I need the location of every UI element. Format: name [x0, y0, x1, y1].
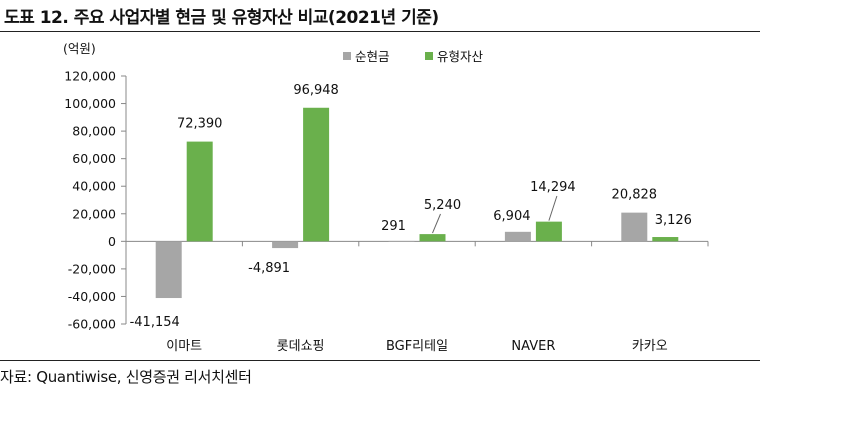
bar-tangible-assets — [652, 237, 679, 242]
y-tick-label: 80,000 — [72, 124, 116, 139]
legend-label: 순현금 — [355, 49, 390, 64]
bars — [155, 107, 679, 299]
title-underline — [0, 31, 760, 32]
category-label: 롯데쇼핑 — [277, 339, 325, 354]
y-tick-label: 20,000 — [72, 206, 116, 221]
bar-chart: (억원) 순현금 유형자산 120,000 100,000 80,000 60,000 4… — [63, 41, 709, 354]
x-axis-categories: 이마트 롯데쇼핑 BGF리테일 NAVER 카카오 — [166, 339, 668, 354]
data-label: 96,948 — [293, 83, 339, 98]
legend: 순현금 유형자산 — [343, 49, 484, 64]
label-leader-line — [432, 213, 441, 234]
data-label: 3,126 — [655, 213, 692, 228]
bar-tangible-assets — [535, 221, 562, 242]
y-tick-label: -60,000 — [68, 317, 116, 332]
data-label: 72,390 — [177, 117, 223, 132]
y-tick-label: -40,000 — [68, 289, 116, 304]
legend-swatch — [425, 52, 433, 60]
data-label: 291 — [381, 219, 406, 234]
y-tick-label: 60,000 — [72, 151, 116, 166]
bar-net-cash — [504, 231, 531, 242]
bar-tangible-assets — [303, 107, 330, 242]
bar-tangible-assets — [419, 234, 446, 242]
y-tick-label: 100,000 — [64, 96, 116, 111]
category-label: NAVER — [511, 339, 555, 354]
category-label: 이마트 — [166, 339, 202, 354]
data-label: -4,891 — [248, 261, 290, 276]
data-labels: -41,154 -4,891 291 6,904 20,828 72,390 96,948 5… — [130, 83, 692, 330]
legend-item: 순현금 — [343, 49, 390, 64]
bar-net-cash — [155, 241, 182, 299]
bar-tangible-assets — [186, 141, 213, 242]
y-tick-label: -20,000 — [68, 261, 116, 276]
bar-net-cash — [272, 241, 299, 249]
legend-item: 유형자산 — [425, 49, 484, 64]
category-label: BGF리테일 — [386, 339, 448, 354]
legend-label: 유형자산 — [437, 49, 484, 64]
figure-title: 도표 12. 주요 사업자별 현금 및 유형자산 비교(2021년 기준) — [4, 8, 439, 28]
label-leader-line — [548, 195, 558, 221]
legend-swatch — [343, 52, 351, 60]
category-label: 카카오 — [632, 339, 668, 354]
data-label: -41,154 — [130, 315, 180, 330]
data-label: 14,294 — [530, 180, 576, 195]
data-label: 6,904 — [493, 209, 530, 224]
y-tick-label: 120,000 — [64, 69, 116, 84]
data-label: 20,828 — [612, 188, 658, 203]
bottom-rule — [0, 360, 760, 361]
unit-label: (억원) — [63, 41, 96, 56]
y-tick-label: 0 — [108, 234, 116, 249]
data-label: 5,240 — [424, 198, 461, 213]
y-tick-label: 40,000 — [72, 179, 116, 194]
bar-net-cash — [621, 212, 648, 242]
y-axis: 120,000100,00080,00060,00040,00020,0000-… — [64, 69, 709, 332]
bar-net-cash — [388, 240, 415, 242]
source-note: 자료: Quantiwise, 신영증권 리서치센터 — [0, 368, 252, 386]
